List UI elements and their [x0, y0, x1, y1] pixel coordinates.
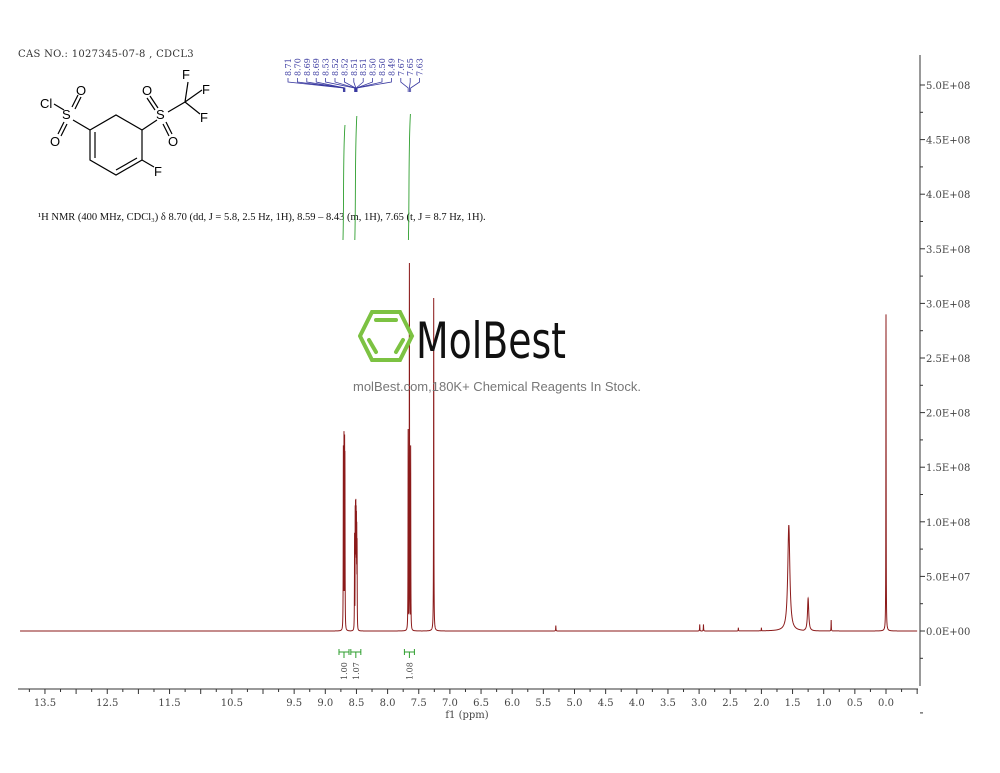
atom-s: S: [156, 107, 165, 122]
atom-f: F: [154, 164, 162, 179]
peak-label: 8.52: [331, 58, 340, 76]
brand-name: MolBest: [416, 312, 566, 368]
atom-f: F: [200, 110, 208, 125]
peak-label: 8.50: [369, 58, 378, 76]
x-tick-label: 2.5: [722, 698, 738, 709]
y-tick-label: 2.0E+08: [926, 409, 970, 420]
peak-label: 8.70: [293, 58, 302, 76]
x-tick-label: 4.0: [629, 698, 645, 709]
x-tick-label: 2.0: [753, 698, 769, 709]
x-tick-label: 6.0: [504, 698, 520, 709]
integral-value: 1.00: [340, 662, 349, 680]
x-tick-label: 11.5: [158, 698, 180, 709]
x-tick-label: 7.5: [411, 698, 427, 709]
peak-label-leader: [356, 78, 383, 92]
y-tick-label: 4.0E+08: [926, 190, 970, 201]
peak-label: 8.51: [350, 58, 359, 76]
y-tick-label: 3.0E+08: [926, 299, 970, 310]
atom-o: O: [168, 134, 178, 149]
peak-label: 7.65: [406, 58, 415, 76]
x-tick-label: 0.0: [878, 698, 894, 709]
peak-label: 8.53: [322, 58, 331, 76]
peak-label-leader: [409, 78, 411, 92]
integral-curve: [342, 124, 346, 241]
atom-f: F: [182, 67, 190, 82]
x-tick-label: 5.5: [535, 698, 551, 709]
peak-label: 8.52: [340, 58, 349, 76]
atom-o: O: [50, 134, 60, 149]
chemical-structure: Cl S O O S O O F F F F: [40, 67, 210, 179]
y-tick-label: 2.5E+08: [926, 354, 970, 365]
integral-bracket: [403, 649, 415, 658]
x-tick-label: 6.5: [473, 698, 489, 709]
peak-label: 8.50: [378, 58, 387, 76]
y-tick-label: 3.5E+08: [926, 245, 970, 256]
peak-label: 7.67: [397, 58, 406, 76]
peak-label-leader: [315, 78, 346, 92]
x-tick-label: 5.0: [567, 698, 583, 709]
peak-label-leader: [287, 78, 344, 92]
y-tick-label: 0.0E+00: [926, 627, 970, 638]
atom-f: F: [202, 82, 210, 97]
peak-label: 7.63: [416, 58, 425, 76]
peak-label: 8.69: [312, 58, 321, 76]
x-tick-label: 1.0: [816, 698, 832, 709]
x-tick-label: 4.5: [598, 698, 614, 709]
y-tick-label: 1.0E+08: [926, 518, 970, 529]
peak-label-leader: [325, 78, 355, 92]
spectrum-trace: [20, 262, 918, 632]
x-tick-label: 3.5: [660, 698, 676, 709]
x-axis-label: f1 (ppm): [445, 710, 488, 721]
x-tick-label: 7.0: [442, 698, 458, 709]
nmr-description: ¹H NMR (400 MHz, CDCl₃) δ 8.70 (dd, J = …: [38, 212, 486, 223]
x-tick-label: 10.5: [221, 698, 243, 709]
x-tick-label: 0.5: [847, 698, 863, 709]
peak-label-leader: [400, 78, 409, 92]
peak-label-leader: [297, 78, 345, 92]
atom-o: O: [142, 83, 152, 98]
y-tick-label: 1.5E+08: [926, 463, 970, 474]
x-tick-label: 8.5: [348, 698, 364, 709]
integral-value: 1.07: [352, 662, 361, 680]
atom-o: O: [76, 83, 86, 98]
x-tick-label: 1.5: [785, 698, 801, 709]
peak-label: 8.71: [284, 58, 293, 76]
benzene-logo-icon: [358, 310, 415, 362]
peak-label: 8.49: [387, 58, 396, 76]
x-tick-label: 3.0: [691, 698, 707, 709]
y-tick-label: 4.5E+08: [926, 136, 970, 147]
x-tick-label: 9.5: [286, 698, 302, 709]
x-tick-label: 8.0: [380, 698, 396, 709]
watermark-tagline: molBest.com,180K+ Chemical Reagents In S…: [353, 379, 641, 394]
integral-bracket: [338, 649, 350, 658]
x-tick-label: 9.0: [317, 698, 333, 709]
peak-label: 8.69: [303, 58, 312, 76]
atom-cl: Cl: [40, 96, 52, 111]
y-tick-label: 5.0E+07: [926, 572, 970, 583]
peak-label: 8.51: [359, 58, 368, 76]
integral-curve: [354, 115, 358, 241]
peak-label-leader: [356, 78, 392, 92]
x-tick-label: 13.5: [34, 698, 56, 709]
x-tick-label: 12.5: [96, 698, 118, 709]
molbest-logo: MolBest: [358, 310, 566, 368]
y-tick-label: 5.0E+08: [926, 81, 970, 92]
peak-label-leader: [410, 78, 420, 92]
integral-value: 1.08: [405, 662, 414, 680]
integral-bracket: [350, 649, 362, 658]
cas-number: CAS NO.: 1027345-07-8 , CDCL3: [18, 49, 194, 60]
atom-s: S: [62, 107, 71, 122]
integral-curve: [407, 113, 411, 241]
